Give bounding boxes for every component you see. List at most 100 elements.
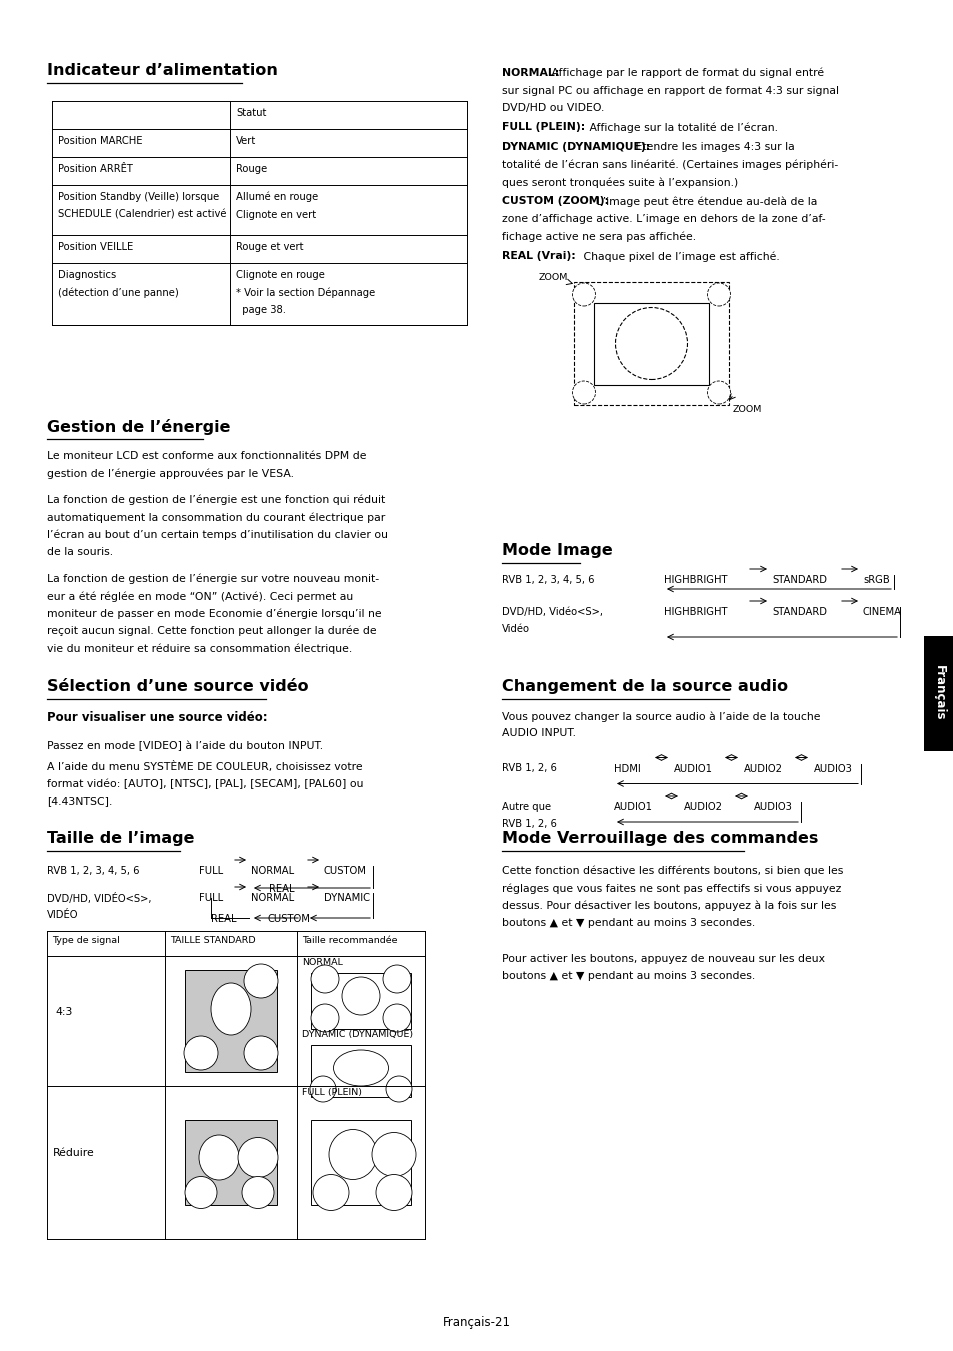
Text: STANDARD: STANDARD <box>771 576 826 585</box>
Text: Type de signal: Type de signal <box>52 936 120 944</box>
Text: vie du moniteur et réduire sa consommation électrique.: vie du moniteur et réduire sa consommati… <box>47 643 352 654</box>
Text: Le moniteur LCD est conforme aux fonctionnalités DPM de: Le moniteur LCD est conforme aux fonctio… <box>47 451 366 461</box>
Text: dessus. Pour désactiver les boutons, appuyez à la fois sur les: dessus. Pour désactiver les boutons, app… <box>501 901 836 912</box>
Text: Mode Image: Mode Image <box>501 543 612 558</box>
Circle shape <box>386 1075 412 1102</box>
Text: RVB 1, 2, 6: RVB 1, 2, 6 <box>501 820 557 830</box>
Text: boutons ▲ et ▼ pendant au moins 3 secondes.: boutons ▲ et ▼ pendant au moins 3 second… <box>501 971 755 981</box>
Text: CINEMA: CINEMA <box>862 607 901 617</box>
Text: Vous pouvez changer la source audio à l’aide de la touche: Vous pouvez changer la source audio à l’… <box>501 711 820 721</box>
Text: Chaque pixel de l’image est affiché.: Chaque pixel de l’image est affiché. <box>579 251 779 262</box>
Text: VIDÉO: VIDÉO <box>47 911 78 920</box>
Text: Clignote en vert: Clignote en vert <box>235 209 315 219</box>
Text: reçoit aucun signal. Cette fonction peut allonger la durée de: reçoit aucun signal. Cette fonction peut… <box>47 626 376 636</box>
Text: NORMAL:: NORMAL: <box>501 68 558 78</box>
Text: CUSTOM: CUSTOM <box>267 915 310 924</box>
Text: Vert: Vert <box>235 136 256 146</box>
Text: DVD/HD, Vidéo<S>,: DVD/HD, Vidéo<S>, <box>501 607 602 617</box>
Ellipse shape <box>199 1135 239 1179</box>
Text: [4.43NTSC].: [4.43NTSC]. <box>47 796 112 807</box>
Text: NORMAL: NORMAL <box>251 866 294 875</box>
Circle shape <box>382 1004 411 1032</box>
Text: AUDIO INPUT.: AUDIO INPUT. <box>501 728 576 739</box>
Text: automatiquement la consommation du courant électrique par: automatiquement la consommation du coura… <box>47 512 385 523</box>
Text: Position VEILLE: Position VEILLE <box>58 242 133 253</box>
Bar <box>311 973 411 1029</box>
Text: Gestion de l’énergie: Gestion de l’énergie <box>47 419 231 435</box>
Text: La fonction de gestion de l’énergie est une fonction qui réduit: La fonction de gestion de l’énergie est … <box>47 494 385 505</box>
Text: RVB 1, 2, 6: RVB 1, 2, 6 <box>501 763 557 774</box>
Circle shape <box>311 965 338 993</box>
Text: de la souris.: de la souris. <box>47 547 113 557</box>
Text: DYNAMIC: DYNAMIC <box>324 893 370 902</box>
Text: AUDIO3: AUDIO3 <box>813 763 852 774</box>
Text: RVB 1, 2, 3, 4, 5, 6: RVB 1, 2, 3, 4, 5, 6 <box>501 576 594 585</box>
Text: ZOOM: ZOOM <box>732 404 761 413</box>
Circle shape <box>185 1177 216 1209</box>
Circle shape <box>572 381 595 404</box>
Text: AUDIO3: AUDIO3 <box>753 802 792 812</box>
Circle shape <box>382 965 411 993</box>
Circle shape <box>572 282 595 305</box>
Text: Autre que: Autre que <box>501 802 551 812</box>
Text: zone d’affichage active. L’image en dehors de la zone d’af-: zone d’affichage active. L’image en deho… <box>501 213 824 224</box>
Text: gestion de l’énergie approuvées par le VESA.: gestion de l’énergie approuvées par le V… <box>47 469 294 480</box>
Circle shape <box>237 1138 277 1178</box>
Text: Réduire: Réduire <box>53 1148 94 1159</box>
Bar <box>185 970 276 1071</box>
Text: Vidéo: Vidéo <box>501 624 530 635</box>
Circle shape <box>707 282 730 305</box>
Text: AUDIO1: AUDIO1 <box>673 763 712 774</box>
Text: Affichage sur la totalité de l’écran.: Affichage sur la totalité de l’écran. <box>586 123 778 132</box>
Text: NORMAL: NORMAL <box>251 893 294 902</box>
Text: FULL: FULL <box>199 893 223 902</box>
Ellipse shape <box>211 984 251 1035</box>
Text: CUSTOM (ZOOM):: CUSTOM (ZOOM): <box>501 196 608 207</box>
Circle shape <box>244 1036 277 1070</box>
Bar <box>311 1120 411 1205</box>
Bar <box>185 1120 276 1205</box>
Ellipse shape <box>334 1050 388 1086</box>
Text: Position ARRÊT: Position ARRÊT <box>58 163 132 174</box>
Text: La fonction de gestion de l’énergie sur votre nouveau monit-: La fonction de gestion de l’énergie sur … <box>47 574 378 584</box>
Circle shape <box>242 1177 274 1209</box>
Text: TAILLE STANDARD: TAILLE STANDARD <box>170 936 255 944</box>
Text: NORMAL: NORMAL <box>302 958 342 967</box>
Text: DYNAMIC (DYNAMIQUE): DYNAMIC (DYNAMIQUE) <box>302 1029 413 1039</box>
Ellipse shape <box>615 308 687 380</box>
Text: 4:3: 4:3 <box>55 1006 72 1017</box>
Text: page 38.: page 38. <box>235 305 286 315</box>
Text: (détection d’une panne): (détection d’une panne) <box>58 288 178 299</box>
Text: Passez en mode [VIDEO] à l’aide du bouton INPUT.: Passez en mode [VIDEO] à l’aide du bouto… <box>47 740 323 751</box>
Text: format vidéo: [AUTO], [NTSC], [PAL], [SECAM], [PAL60] ou: format vidéo: [AUTO], [NTSC], [PAL], [SE… <box>47 778 363 789</box>
Text: Français: Français <box>931 665 944 720</box>
Text: REAL (Vrai):: REAL (Vrai): <box>501 251 576 261</box>
Text: sRGB: sRGB <box>862 576 889 585</box>
Text: ZOOM: ZOOM <box>538 273 568 281</box>
Text: Changement de la source audio: Changement de la source audio <box>501 680 787 694</box>
Text: FULL (PLEIN):: FULL (PLEIN): <box>501 123 584 132</box>
Circle shape <box>244 965 277 998</box>
Text: sur signal PC ou affichage en rapport de format 4:3 sur signal: sur signal PC ou affichage en rapport de… <box>501 85 838 96</box>
Circle shape <box>313 1174 349 1210</box>
Text: Pour activer les boutons, appuyez de nouveau sur les deux: Pour activer les boutons, appuyez de nou… <box>501 954 824 963</box>
Text: Position MARCHE: Position MARCHE <box>58 136 142 146</box>
Text: boutons ▲ et ▼ pendant au moins 3 secondes.: boutons ▲ et ▼ pendant au moins 3 second… <box>501 919 755 928</box>
Text: eur a été réglée en mode “ON” (Activé). Ceci permet au: eur a été réglée en mode “ON” (Activé). … <box>47 590 353 601</box>
Text: l’écran au bout d’un certain temps d’inutilisation du clavier ou: l’écran au bout d’un certain temps d’inu… <box>47 530 388 540</box>
Text: Etendre les images 4:3 sur la: Etendre les images 4:3 sur la <box>631 142 794 153</box>
Text: AUDIO1: AUDIO1 <box>614 802 652 812</box>
Text: Cette fonction désactive les différents boutons, si bien que les: Cette fonction désactive les différents … <box>501 866 842 877</box>
Text: moniteur de passer en mode Economie d’énergie lorsqu’il ne: moniteur de passer en mode Economie d’én… <box>47 608 381 619</box>
Text: AUDIO2: AUDIO2 <box>683 802 722 812</box>
Text: DVD/HD ou VIDEO.: DVD/HD ou VIDEO. <box>501 103 604 113</box>
Text: DVD/HD, VIDÉO<S>,: DVD/HD, VIDÉO<S>, <box>47 893 152 904</box>
Text: Statut: Statut <box>235 108 266 118</box>
Text: L’image peut être étendue au-delà de la: L’image peut être étendue au-delà de la <box>593 196 817 207</box>
Bar <box>311 1046 411 1097</box>
Circle shape <box>707 381 730 404</box>
Text: REAL: REAL <box>269 884 294 894</box>
Text: AUDIO2: AUDIO2 <box>743 763 782 774</box>
Text: Sélection d’une source vidéo: Sélection d’une source vidéo <box>47 680 309 694</box>
Text: Rouge: Rouge <box>235 163 267 174</box>
